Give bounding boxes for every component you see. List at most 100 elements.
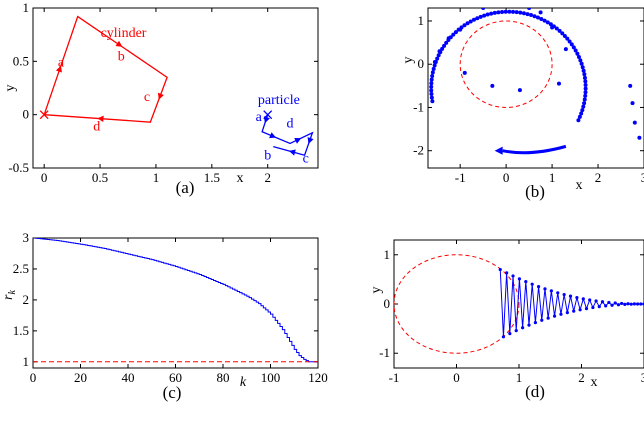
panel-c: 0 20 40 60 80 100 120 1 1.5 2 2.5 3 k rk (c) [1,230,328,402]
d-data-point [511,274,515,278]
a-xtick-label: 0 [41,170,48,185]
d-data-point [536,284,541,289]
d-data-point [524,279,528,284]
c-plot-area [33,238,318,363]
b-data-point [462,70,467,75]
d-y-axis-label: y [369,287,384,294]
c-ytick-label: 1 [23,354,30,369]
d-data-point [629,302,633,306]
b-spiral-point [562,33,567,38]
a-ytick-label: 1 [23,0,30,15]
d-data-point [607,300,611,305]
b-spiral-point [429,81,434,86]
b-data-point [637,135,642,140]
d-data-point [498,267,502,272]
b-spiral-point [511,9,516,14]
b-spiral-point [583,86,588,91]
d-data-point [568,294,573,298]
b-spiral-point [576,54,581,59]
d-data-point [594,299,598,303]
a-ytick-label: 0.5 [13,53,29,68]
d-xtick-label: 1 [516,370,523,385]
b-data-point [527,8,532,10]
a-xtick-label: 1.5 [204,170,220,185]
b-spiral-point [500,9,505,14]
b-data-point [556,81,561,86]
b-unit-circle [459,20,553,108]
d-ytick-label: 1 [384,247,391,262]
a-ytick-label: -0.5 [8,160,29,175]
d-xtick-label: -1 [389,370,400,385]
b-spiral-point [430,70,435,75]
b-xtick-label: 0 [503,170,510,185]
a-x-axis-label: x [237,171,244,186]
c-series-staircase [33,238,318,363]
a-cylinder-direction-arrow [115,40,123,47]
a-y-axis-label: y [3,85,18,92]
a-cylinder-start-marker [39,110,49,120]
d-data-point [533,321,537,325]
a-annotation-cylinder: c [144,90,150,105]
b-spiral-point [485,12,490,17]
d-unit-circle [394,254,520,354]
b-spiral-point [583,90,588,95]
b-data-point [517,88,522,93]
c-x-axis-label: k [240,375,247,390]
b-data-point [628,83,633,88]
c-xtick-label: 80 [217,370,230,385]
d-data-point [543,287,547,291]
c-xtick-label: 40 [122,370,135,385]
d-data-point [613,301,617,305]
a-cylinder-direction-arrow [97,115,104,123]
a-ytick-label: 0 [23,107,30,122]
a-annotation-cylinder: cylinder [101,26,147,41]
d-data-point [540,318,544,322]
d-data-point [616,303,621,307]
b-spiral-point [456,27,461,32]
d-data-point [565,311,569,315]
d-data-point [559,312,563,316]
b-spiral-point [446,38,451,43]
b-data-point [504,4,508,8]
c-ytick-label: 1.5 [13,323,29,338]
b-spiral-point [507,9,512,14]
b-spiral-point [521,11,526,16]
b-spiral-point [430,99,435,104]
a-cylinder-direction-arrow [55,65,62,73]
b-spiral-point [580,108,585,113]
b-spiral-point [431,66,436,71]
a-annotation-cylinder: a [58,56,65,71]
a-xtick-label: 1 [153,170,160,185]
a-plot-area [39,15,314,156]
b-xtick-label: 3 [641,170,644,185]
panel-b: -1 0 1 2 3 -2 -1 0 1 x y (b) [401,4,644,201]
d-caption: (d) [525,382,545,401]
a-caption: (a) [176,178,195,197]
b-spiral-point [542,18,547,23]
b-spiral-point [582,97,587,102]
b-spiral-point [529,13,534,18]
c-xtick-label: 0 [30,370,37,385]
b-data-point [630,101,635,106]
b-spiral-point [545,20,550,25]
b-spiral-point [438,50,443,55]
a-annotation-particle: d [287,116,294,131]
a-annotation-particle: particle [258,93,300,108]
b-y-axis-label: y [401,57,416,64]
c-ytick-label: 2.5 [13,261,29,276]
b-spiral-point [429,88,434,93]
b-spiral-point [583,79,588,84]
d-data-point [626,302,630,306]
b-spiral-point [565,36,570,41]
b-spiral-point [573,48,578,53]
d-data-point [572,309,576,313]
panel-a: 0 0.5 1 1.5 2 -0.5 0 0.5 1 x y (a) cylinder a b c d parti… [3,0,319,197]
d-data-point [623,302,627,307]
b-spiral-point [567,39,572,44]
b-spiral-point [430,74,435,79]
a-particle-direction-arrow [288,149,296,156]
b-direction-arrow-head [494,146,503,155]
b-ytick-label: -2 [413,143,424,158]
b-spiral-point [557,28,562,33]
b-spiral-point [582,72,587,77]
